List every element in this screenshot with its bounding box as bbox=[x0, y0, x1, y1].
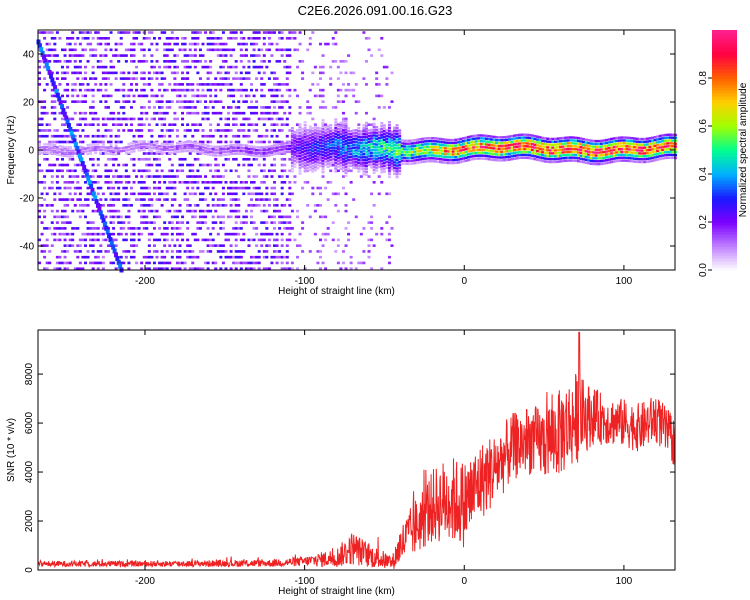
spectrogram-y-tick-label: -40 bbox=[20, 242, 35, 253]
snr-y-tick-label: 8000 bbox=[24, 363, 35, 386]
snr-y-tick-label: 2000 bbox=[24, 509, 35, 532]
spectrogram-heatmap bbox=[36, 31, 678, 273]
spectrogram-y-tick-label: 40 bbox=[23, 50, 35, 61]
spectrogram-x-tick-label: -200 bbox=[135, 276, 155, 287]
snr-x-tick-label: -100 bbox=[295, 576, 315, 587]
spectrogram-y-tick-label: 20 bbox=[23, 98, 35, 109]
snr-y-tick-label: 4000 bbox=[24, 460, 35, 483]
colorbar-tick-label: 0.6 bbox=[698, 119, 709, 133]
spectrogram-x-tick-label: 0 bbox=[461, 276, 467, 287]
colorbar-label: Normalized spectral amplitude bbox=[738, 82, 749, 217]
snr-y-tick-label: 6000 bbox=[24, 412, 35, 435]
snr-x-axis-label: Height of straight line (km) bbox=[278, 586, 395, 597]
snr-y-tick-label: 0 bbox=[24, 567, 35, 573]
colorbar-tick-label: 0.0 bbox=[698, 263, 709, 277]
colorbar-tick-label: 0.2 bbox=[698, 215, 709, 229]
spectrogram-y-tick-label: 0 bbox=[28, 146, 34, 157]
spectrogram-x-tick-label: 100 bbox=[616, 276, 633, 287]
colorbar-tick-label: 0.4 bbox=[698, 167, 709, 181]
spectrogram-y-axis-label: Frequency (Hz) bbox=[6, 116, 17, 185]
snr-frame bbox=[37, 329, 676, 571]
spectrogram-y-tick-label: -20 bbox=[20, 194, 35, 205]
colorbar: 0.0 0.2 0.4 0.6 0.8 bbox=[698, 30, 737, 277]
snr-plot bbox=[38, 331, 675, 569]
page-title: C2E6.2026.091.00.16.G23 bbox=[297, 3, 453, 18]
snr-series-line bbox=[38, 331, 675, 569]
colorbar-tick-label: 0.8 bbox=[698, 71, 709, 85]
snr-x-tick-label: -200 bbox=[135, 576, 155, 587]
spectrogram-x-tick-label: -100 bbox=[295, 276, 315, 287]
snr-x-tick-label: 100 bbox=[616, 576, 633, 587]
snr-y-axis-label: SNR (10 * v/v) bbox=[6, 418, 17, 482]
spectrogram-x-axis-label: Height of straight line (km) bbox=[278, 286, 395, 297]
snr-x-tick-label: 0 bbox=[461, 576, 467, 587]
